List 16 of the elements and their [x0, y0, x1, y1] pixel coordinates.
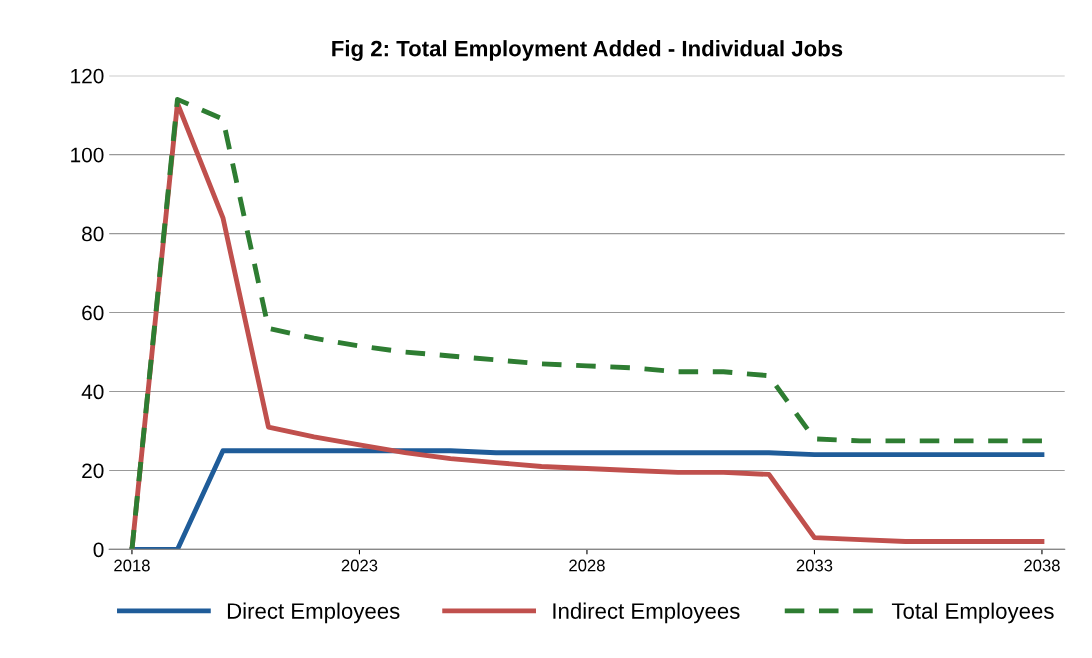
- y-tick-label: 100: [71, 147, 104, 163]
- y-tick-label: 0: [93, 542, 104, 558]
- legend-label: Direct Employees: [227, 602, 400, 624]
- x-tick-label: 2018: [114, 559, 150, 572]
- x-tick-label: 2023: [341, 559, 378, 572]
- y-tick-label: 40: [81, 384, 104, 400]
- legend-label: Indirect Employees: [553, 602, 740, 624]
- legend-label: Total Employees: [891, 602, 1054, 624]
- chart-title: Fig 2: Total Employment Added - Individual Jobs: [332, 40, 843, 61]
- y-tick-label: 60: [82, 305, 104, 321]
- x-tick-label: 2028: [569, 559, 605, 572]
- y-tick-label: 120: [71, 68, 104, 84]
- x-tick-label: 2038: [1024, 559, 1060, 572]
- y-tick-label: 20: [82, 463, 104, 479]
- x-tick-label: 2033: [796, 559, 833, 572]
- y-tick-label: 80: [82, 226, 104, 242]
